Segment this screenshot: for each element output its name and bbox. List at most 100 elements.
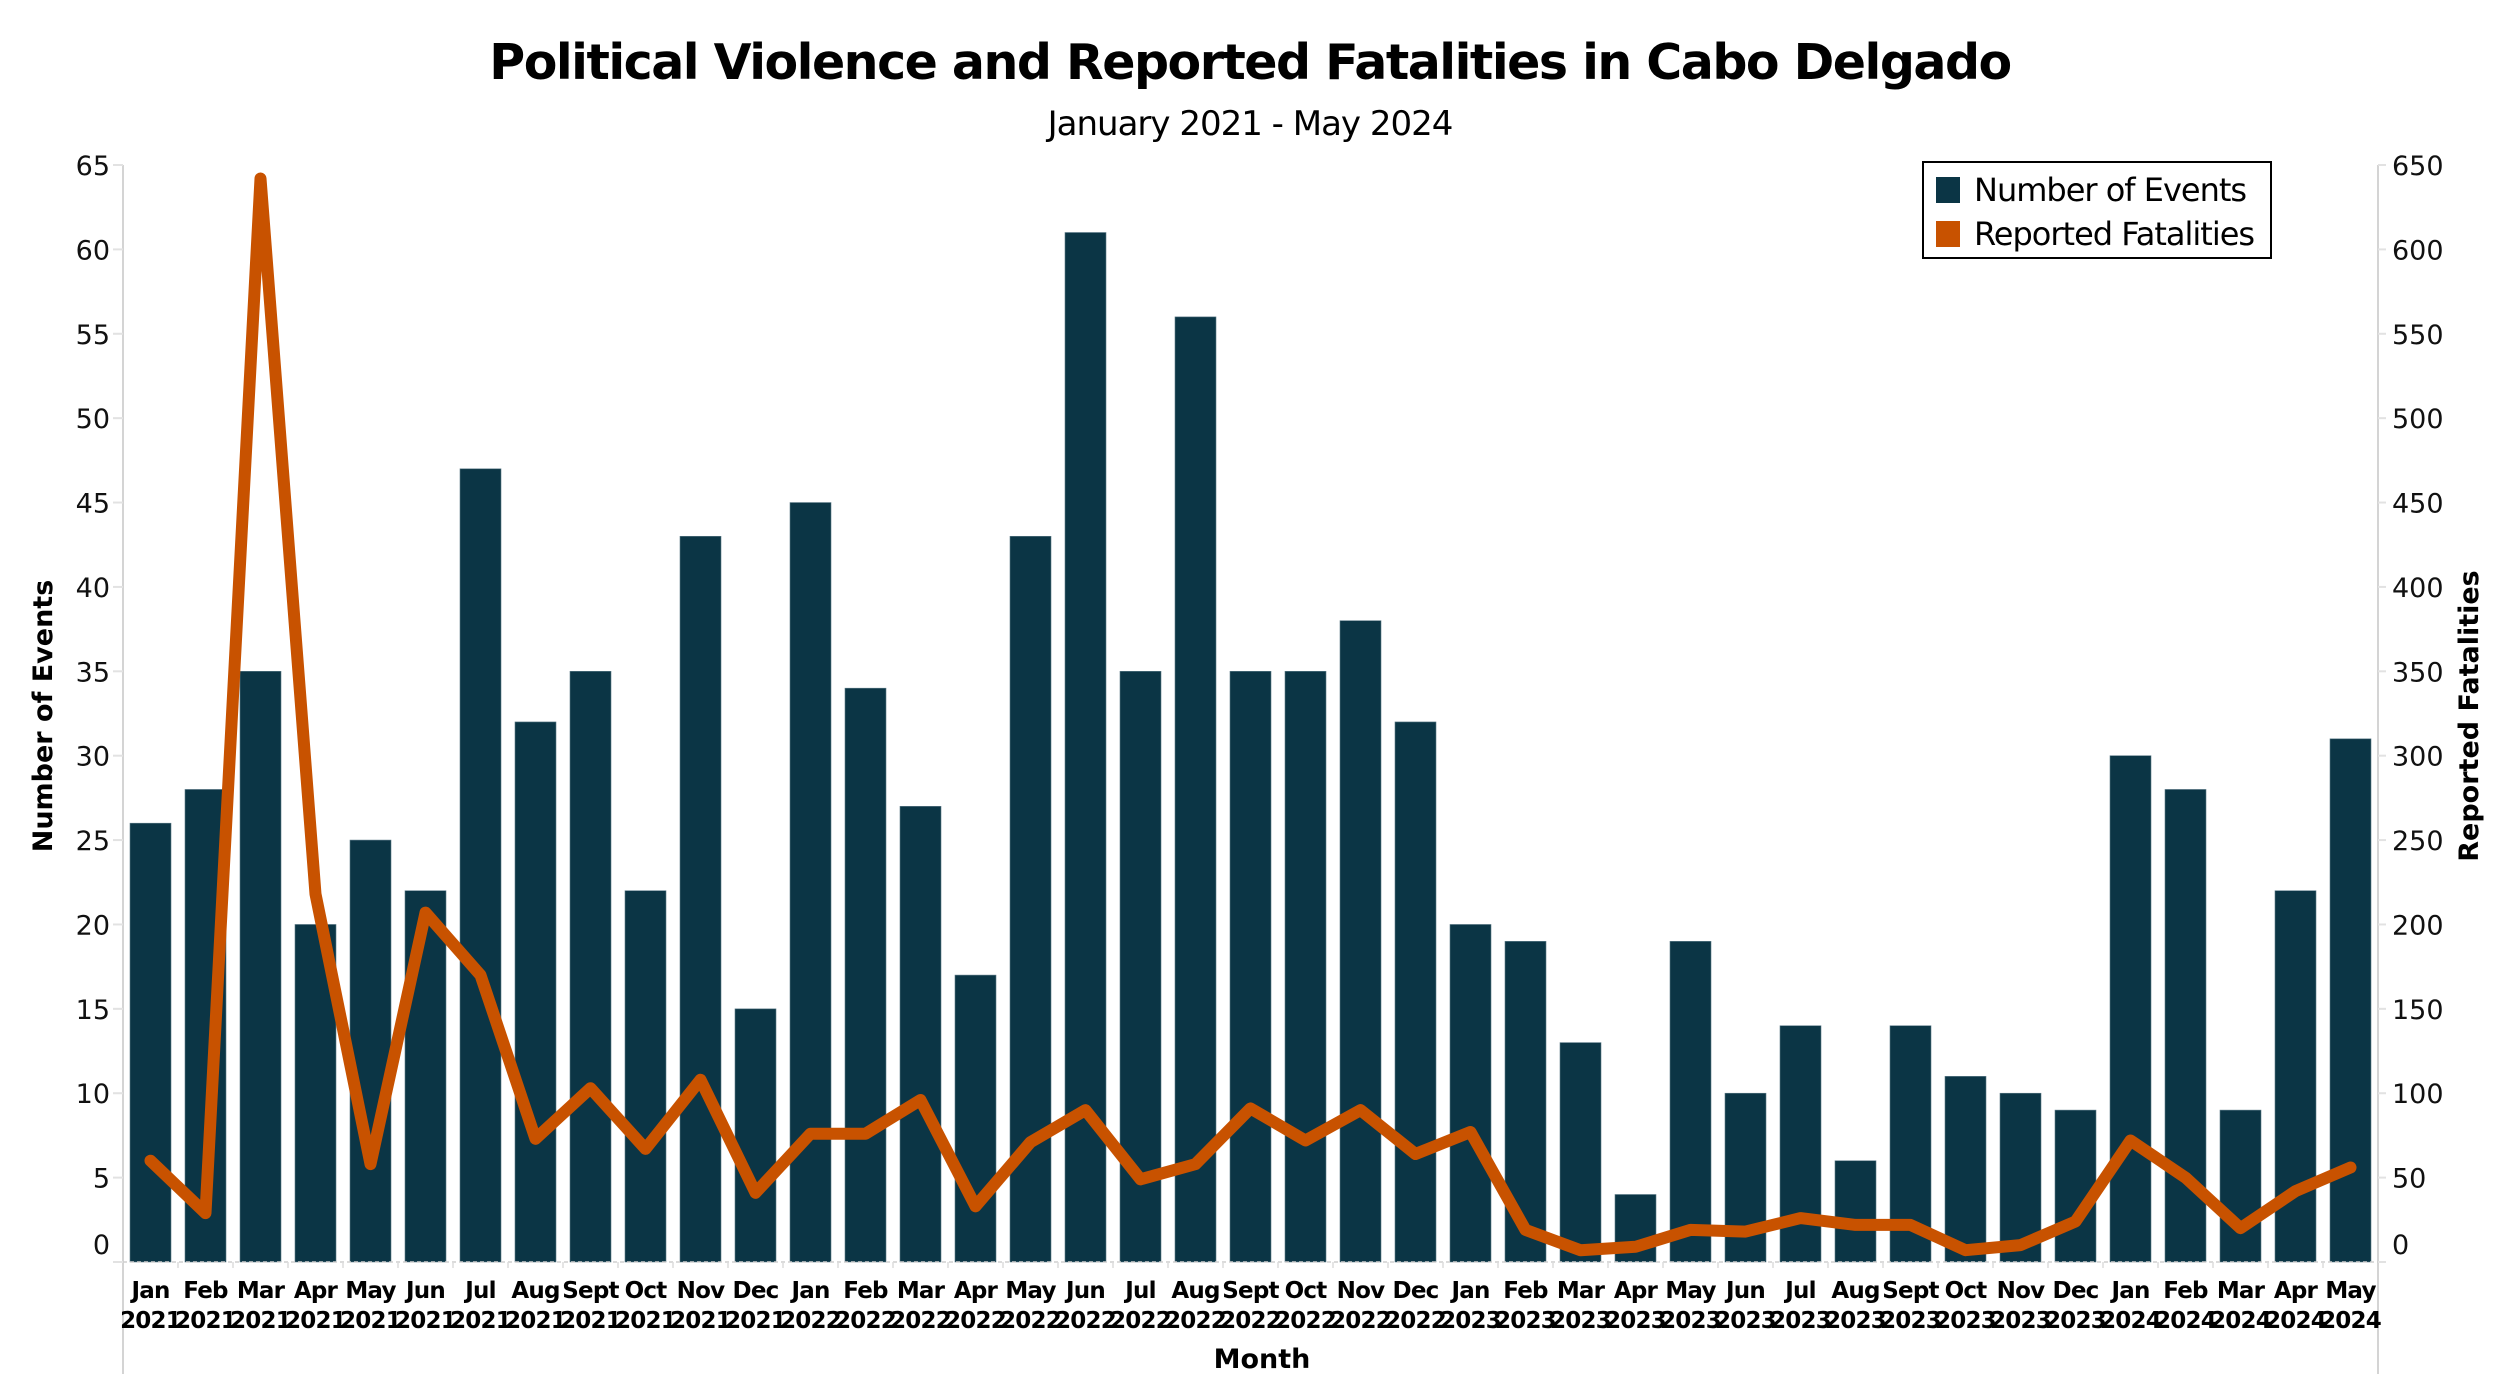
x-tick-label-month: Nov bbox=[1997, 1278, 2045, 1304]
x-tick-label-year: 2021 bbox=[175, 1308, 236, 1334]
x-tick-label-year: 2022 bbox=[1165, 1308, 1226, 1334]
left-tick-label: 45 bbox=[76, 489, 110, 520]
right-tick-label: 300 bbox=[2392, 742, 2444, 773]
x-tick-label-month: Oct bbox=[625, 1278, 668, 1304]
x-tick-label-month: Sept bbox=[1882, 1278, 1939, 1304]
left-tick-label: 65 bbox=[76, 151, 110, 182]
events-bar bbox=[404, 890, 447, 1263]
events-bar bbox=[129, 822, 172, 1263]
x-tick-label-month: Jan bbox=[2109, 1278, 2149, 1304]
x-tick-label-year: 2024 bbox=[2265, 1308, 2326, 1334]
left-tick-label: 35 bbox=[76, 657, 110, 688]
right-tick-label: 200 bbox=[2392, 910, 2444, 941]
x-tick-label-year: 2021 bbox=[395, 1308, 456, 1334]
x-tick-label-year: 2022 bbox=[1110, 1308, 1171, 1334]
left-tick-label: 30 bbox=[76, 742, 110, 773]
events-bar bbox=[2109, 755, 2152, 1263]
x-tick-label-year: 2021 bbox=[120, 1308, 181, 1334]
x-tick-label-month: Jan bbox=[789, 1278, 829, 1304]
x-tick-label-month: Mar bbox=[2217, 1278, 2266, 1304]
events-bar bbox=[1559, 1042, 1602, 1263]
events-bar bbox=[514, 721, 557, 1263]
x-tick-label-month: Apr bbox=[294, 1278, 339, 1304]
events-bar bbox=[679, 535, 722, 1263]
x-tick-label-year: 2023 bbox=[1660, 1308, 1721, 1334]
x-tick-label-month: Oct bbox=[1285, 1278, 1328, 1304]
right-axis-title: Reported Fatalities bbox=[2454, 570, 2485, 862]
legend-item-events[interactable]: Number of Events bbox=[1936, 170, 2247, 210]
left-tick-label: 60 bbox=[76, 235, 110, 266]
left-tick-label: 20 bbox=[76, 910, 110, 941]
right-tick-label: 150 bbox=[2392, 995, 2444, 1026]
x-tick-label-year: 2021 bbox=[560, 1308, 621, 1334]
x-tick-label-year: 2023 bbox=[1550, 1308, 1611, 1334]
x-tick-label-year: 2023 bbox=[1990, 1308, 2051, 1334]
x-tick-label-year: 2022 bbox=[890, 1308, 951, 1334]
events-bar bbox=[569, 671, 612, 1263]
chart-title: Political Violence and Reported Fataliti… bbox=[489, 34, 2012, 91]
x-tick-label-month: Jul bbox=[1783, 1278, 1815, 1304]
x-tick-label-month: May bbox=[345, 1278, 396, 1304]
events-bar bbox=[2054, 1109, 2097, 1263]
x-tick-label-year: 2021 bbox=[450, 1308, 511, 1334]
x-tick-label-year: 2021 bbox=[285, 1308, 346, 1334]
right-tick-label: 250 bbox=[2392, 826, 2444, 857]
events-bar bbox=[1834, 1160, 1877, 1263]
events-bar bbox=[1174, 316, 1217, 1263]
events-bar bbox=[624, 890, 667, 1263]
x-tick-label-year: 2023 bbox=[1935, 1308, 1996, 1334]
x-tick-label-year: 2022 bbox=[1275, 1308, 1336, 1334]
x-tick-label-year: 2022 bbox=[780, 1308, 841, 1334]
right-tick-label: 350 bbox=[2392, 657, 2444, 688]
x-tick-label-month: Aug bbox=[511, 1278, 559, 1304]
events-bar bbox=[294, 924, 337, 1263]
events-bar bbox=[1229, 671, 1272, 1263]
x-tick-label-year: 2023 bbox=[1605, 1308, 1666, 1334]
x-tick-label-month: Dec bbox=[2053, 1278, 2099, 1304]
left-tick-label: 55 bbox=[76, 320, 110, 351]
x-axis-title: Month bbox=[1214, 1344, 1311, 1375]
right-tick-label: 500 bbox=[2392, 404, 2444, 435]
left-tick-label: 50 bbox=[76, 404, 110, 435]
events-bar bbox=[844, 687, 887, 1263]
x-tick-label-year: 2023 bbox=[1825, 1308, 1886, 1334]
x-tick-label-month: Jul bbox=[463, 1278, 495, 1304]
events-bar bbox=[239, 671, 282, 1263]
x-tick-label-year: 2022 bbox=[835, 1308, 896, 1334]
x-tick-label-year: 2021 bbox=[670, 1308, 731, 1334]
events-bar bbox=[1339, 620, 1382, 1263]
events-bar bbox=[1284, 671, 1327, 1263]
right-tick-label: 650 bbox=[2392, 151, 2444, 182]
events-bar bbox=[1449, 924, 1492, 1263]
x-tick-label-month: Mar bbox=[1557, 1278, 1606, 1304]
chart-subtitle: January 2021 - May 2024 bbox=[1047, 104, 1454, 144]
left-tick-label: 15 bbox=[76, 995, 110, 1026]
events-bar bbox=[954, 974, 997, 1263]
x-tick-label-year: 2022 bbox=[1330, 1308, 1391, 1334]
x-tick-label-year: 2023 bbox=[1715, 1308, 1776, 1334]
legend-item-fatalities[interactable]: Reported Fatalities bbox=[1936, 214, 2255, 254]
x-tick-label-month: Jan bbox=[129, 1278, 169, 1304]
x-tick-label-year: 2022 bbox=[1000, 1308, 1061, 1334]
x-tick-label-month: Jun bbox=[1724, 1278, 1765, 1304]
x-tick-label-month: Dec bbox=[1393, 1278, 1439, 1304]
x-tick-label-month: Jun bbox=[404, 1278, 445, 1304]
events-bar bbox=[459, 468, 502, 1263]
legend: Number of Events Reported Fatalities bbox=[1922, 161, 2272, 259]
x-tick-label-year: 2022 bbox=[1055, 1308, 1116, 1334]
events-bar bbox=[1064, 232, 1107, 1263]
x-tick-label-year: 2023 bbox=[2045, 1308, 2106, 1334]
events-bar bbox=[1944, 1076, 1987, 1263]
x-axis: Jan2021Feb2021Mar2021Apr2021May2021Jun20… bbox=[120, 1261, 2382, 1334]
events-bar bbox=[1394, 721, 1437, 1263]
legend-label-fatalities: Reported Fatalities bbox=[1974, 215, 2255, 253]
left-tick-label: 25 bbox=[76, 826, 110, 857]
x-tick-label-year: 2023 bbox=[1770, 1308, 1831, 1334]
events-bar bbox=[349, 839, 392, 1263]
fatalities-line-layer bbox=[144, 172, 2357, 1257]
x-tick-label-year: 2023 bbox=[1440, 1308, 1501, 1334]
legend-label-events: Number of Events bbox=[1974, 171, 2247, 209]
x-tick-label-year: 2024 bbox=[2155, 1308, 2216, 1334]
x-tick-label-month: Jun bbox=[1064, 1278, 1105, 1304]
x-tick-label-month: Nov bbox=[1337, 1278, 1385, 1304]
